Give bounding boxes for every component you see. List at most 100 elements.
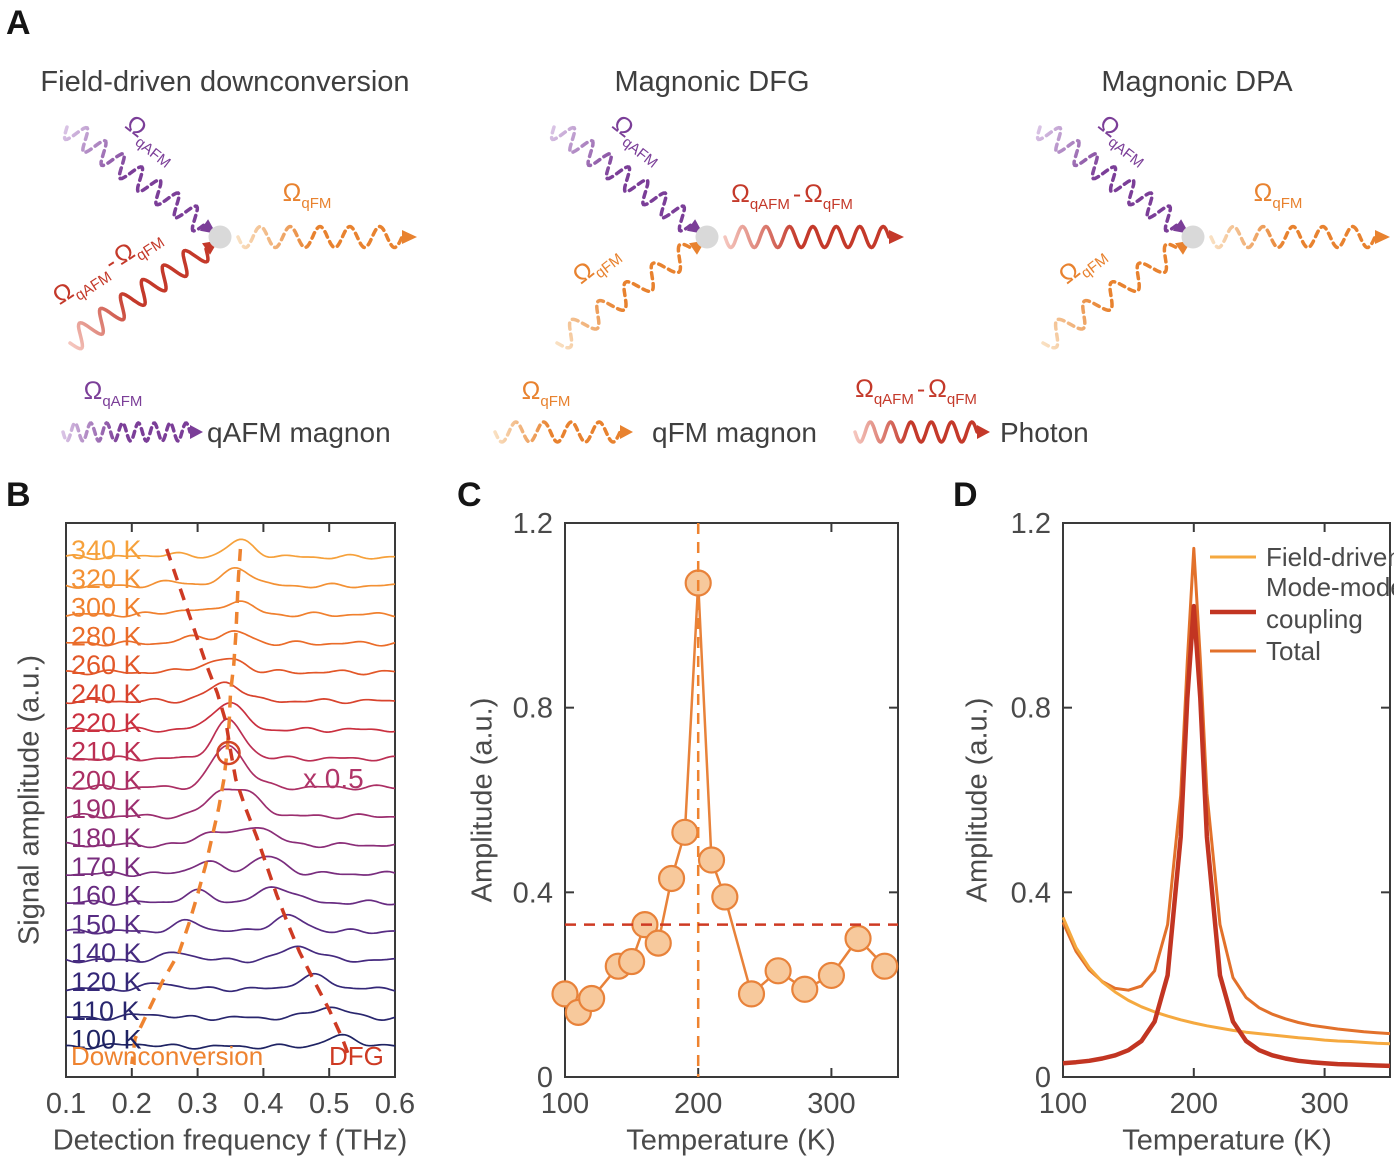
panel-b-xlabel: Detection frequency f (THz) (52, 1124, 408, 1157)
interaction-vertex-dot (695, 225, 719, 249)
panel-d-ytick-label: 0.8 (1011, 693, 1051, 725)
omega-part-sub_qfm: qFM (946, 391, 977, 408)
panel-c-data-marker (844, 924, 872, 953)
panel-b-trace-120K (65, 972, 396, 993)
omega-part-omega: Ω (804, 180, 823, 208)
panel-c-data-marker (644, 929, 672, 957)
panel-b-xtick-label: 0.1 (46, 1088, 86, 1120)
legend-photon-wave-icon (853, 420, 979, 444)
panel-b-temp-label: 320 K (71, 564, 142, 594)
panel-c-data-marker (871, 952, 899, 980)
panel-b-temp-label: 170 K (71, 852, 142, 882)
panel-label-c: C (457, 476, 482, 514)
omega-part-sub_qfm: qFM (822, 196, 853, 213)
panel-b-temp-label: 140 K (71, 938, 142, 968)
panel-b-temp-label: 240 K (71, 679, 142, 709)
panel-c-data-marker (617, 947, 646, 976)
omega-part-omega: Ω (521, 377, 541, 405)
panel-d-xlabel: Temperature (K) (1122, 1124, 1332, 1157)
panel-c-xlabel: Temperature (K) (626, 1124, 836, 1157)
panel-d-legend-label: Mode-mode (1266, 572, 1394, 602)
diagram0-in-top-qafm-wave (62, 125, 206, 233)
panel-c-axes-box (564, 522, 899, 1078)
panel-b-temp-label: 120 K (71, 967, 142, 997)
d2-out-label: ΩqFM (1254, 181, 1303, 212)
panel-b-temp-label: 180 K (71, 823, 142, 853)
d0-out-label: ΩqFM (283, 181, 332, 212)
panel-label-d: D (953, 476, 978, 514)
panel-c-data-marker (764, 957, 792, 985)
legend-qafm-wave-icon-arrowhead-icon (190, 425, 203, 439)
panel-b-temp-label: 280 K (71, 621, 142, 651)
panel-c-xtick-label: 300 (807, 1088, 855, 1120)
panel-c-data-marker (697, 846, 726, 874)
diagram1-in-bottom-qfm-wave (555, 242, 695, 350)
panel-b-temp-label: 220 K (71, 708, 142, 738)
panel-b-temp-label: 110 K (71, 996, 140, 1026)
panel-b-trace-340K (65, 538, 395, 561)
omega-part-sub_qfm: qFM (540, 393, 571, 410)
legend-qfm-wave-icon-arrowhead-icon (620, 425, 633, 439)
panel-d-legend-label: Total (1266, 636, 1321, 666)
diagram1-out-photon-wave (723, 224, 891, 250)
legend-qfm-wave-icon (493, 420, 622, 444)
diagram2-in-top-qafm-wave (1035, 125, 1179, 233)
omega-part-minus: - (792, 180, 802, 208)
panel-b-trace-160K (65, 886, 396, 906)
omega-part-sub_qafm: qAFM (749, 196, 790, 213)
panel-b-xtick-label: 0.4 (243, 1088, 283, 1120)
panel-b-xtick-label: 0.3 (177, 1088, 217, 1120)
panel-b-trace-170K (65, 855, 396, 878)
panel-b-trace-190K (65, 788, 396, 820)
panel-label-a: A (6, 4, 31, 42)
panel-b-xtick-label: 0.5 (309, 1088, 349, 1120)
panel-c-xtick-label: 100 (541, 1088, 589, 1120)
panel-c-data-marker (817, 961, 846, 990)
omega-part-sub_qafm: qAFM (873, 391, 914, 408)
panel-b-xtick-label: 0.2 (112, 1088, 152, 1120)
panel-c-ytick-label: 0.8 (513, 693, 553, 725)
diagram1-out-photon-wave-arrowhead-icon (889, 230, 904, 244)
panel-b-xtick-label: 0.6 (375, 1088, 415, 1120)
panel-b-temp-label: 300 K (71, 593, 142, 623)
panel-d-curve-total (1061, 546, 1391, 1036)
omega-part-omega: Ω (731, 180, 750, 208)
omega-part-sub_qafm: qAFM (102, 393, 143, 410)
panel-b-trace-100K (66, 1033, 396, 1050)
panel-c-xtick-label: 200 (674, 1088, 722, 1120)
omega-part-sub_qfm: qFM (1272, 195, 1303, 212)
omega-part-omega: Ω (928, 375, 947, 403)
legend-qafm-wave-icon (61, 420, 192, 444)
legend-photon-label: ΩqAFM - ΩqFM (855, 375, 977, 408)
panel-b-temp-label: 160 K (71, 881, 142, 911)
diagram0-in-bottom-photon-wave (68, 247, 210, 351)
legend-text-qfm-magnon: qFM magnon (652, 417, 817, 448)
d1-out-label: ΩqAFM - ΩqFM (731, 180, 853, 213)
dfg-guide-line (165, 548, 352, 1059)
panel-d-ylabel: Amplitude (a.u.) (961, 697, 994, 903)
panel-b-temp-label: 150 K (71, 909, 142, 939)
panel-b-temp-label: 100 K (71, 1025, 142, 1055)
panel-d-ytick-label: 0 (1035, 1062, 1051, 1094)
panel-label-b: B (6, 476, 31, 514)
interaction-vertex-dot (208, 225, 232, 249)
panel-b-trace-180K (65, 827, 396, 849)
panel-b-trace-260K (66, 657, 396, 676)
panel-c-ylabel: Amplitude (a.u.) (466, 697, 499, 903)
legend-qafm-label: ΩqAFM (84, 379, 143, 410)
panel-d-ytick-label: 1.2 (1011, 508, 1051, 540)
panel-b-temp-label: 200 K (71, 765, 142, 795)
panel-c-data-marker (737, 980, 766, 1008)
omega-part-sub_qfm: qFM (301, 195, 332, 212)
diagram-title-dfg: Magnonic DFG (614, 66, 810, 98)
panel-d-curve-field-driven (1061, 916, 1391, 1046)
panel-d-legend-label: Field-driven (1266, 542, 1394, 572)
diagram-title-downconversion: Field-driven downconversion (40, 66, 410, 98)
panel-d-ytick-label: 0.4 (1011, 877, 1051, 909)
panel-c-ytick-label: 1.2 (513, 508, 553, 540)
panel-b-temp-label: 260 K (71, 650, 142, 680)
panel-b-temp-label: 210 K (71, 737, 142, 767)
